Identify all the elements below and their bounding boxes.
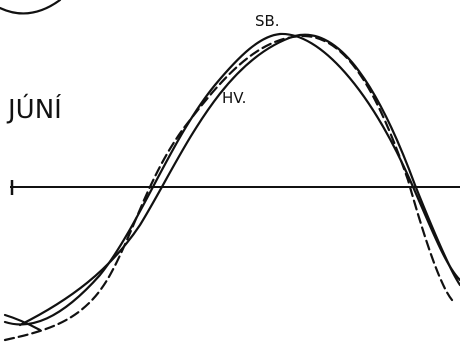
month-label: JÚNÍ	[6, 93, 62, 125]
curve-label: HV.	[222, 89, 246, 107]
curve	[3, 32, 460, 326]
curve	[3, 313, 42, 332]
corner-arc	[0, 0, 62, 15]
curve	[18, 33, 460, 327]
curve-label: SB.	[255, 12, 280, 30]
